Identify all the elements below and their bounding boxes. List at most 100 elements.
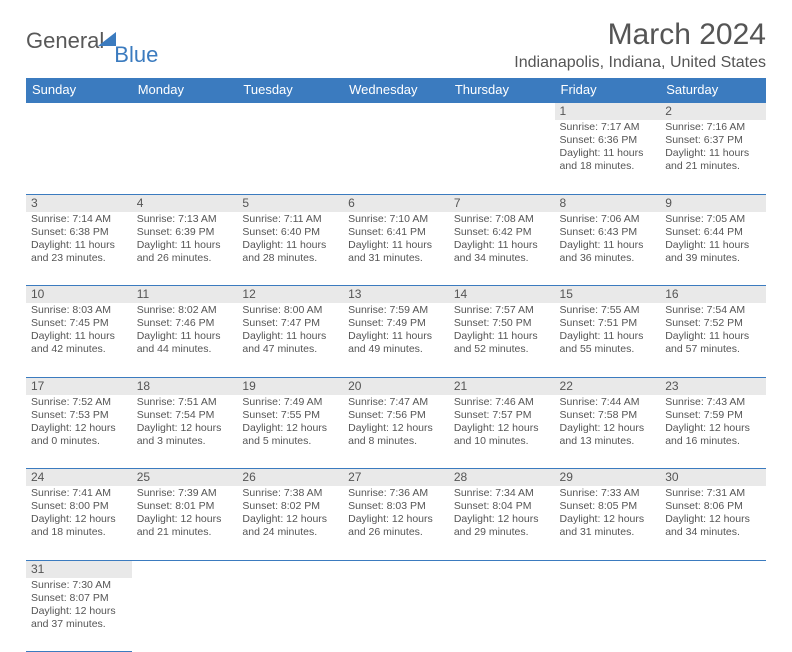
daylight-text: Daylight: 11 hours (454, 330, 550, 343)
calendar-cell: Sunrise: 8:02 AMSunset: 7:46 PMDaylight:… (132, 303, 238, 377)
sunrise-text: Sunrise: 7:51 AM (137, 396, 233, 409)
day-number: 23 (660, 378, 766, 395)
calendar-daynum-cell: 9 (660, 194, 766, 212)
sunrise-text: Sunrise: 7:33 AM (560, 487, 656, 500)
day-content: Sunrise: 7:59 AMSunset: 7:49 PMDaylight:… (343, 303, 449, 358)
daylight-text: Daylight: 11 hours (560, 239, 656, 252)
calendar-cell: Sunrise: 7:08 AMSunset: 6:42 PMDaylight:… (449, 212, 555, 286)
calendar-cell: Sunrise: 7:05 AMSunset: 6:44 PMDaylight:… (660, 212, 766, 286)
daylight-text: Daylight: 12 hours (454, 513, 550, 526)
sunrise-text: Sunrise: 7:17 AM (560, 121, 656, 134)
sunset-text: Sunset: 6:37 PM (665, 134, 761, 147)
daylight-text: and 39 minutes. (665, 252, 761, 265)
title-block: March 2024 Indianapolis, Indiana, United… (514, 18, 766, 72)
calendar-cell: Sunrise: 7:11 AMSunset: 6:40 PMDaylight:… (237, 212, 343, 286)
daylight-text: Daylight: 11 hours (348, 239, 444, 252)
calendar-cell: Sunrise: 7:10 AMSunset: 6:41 PMDaylight:… (343, 212, 449, 286)
page-title: March 2024 (514, 18, 766, 52)
day-content: Sunrise: 7:13 AMSunset: 6:39 PMDaylight:… (132, 212, 238, 267)
day-header-row: Sunday Monday Tuesday Wednesday Thursday… (26, 78, 766, 102)
day-number: 8 (555, 195, 661, 212)
calendar-daynum-cell: 12 (237, 286, 343, 304)
day-content: Sunrise: 8:03 AMSunset: 7:45 PMDaylight:… (26, 303, 132, 358)
calendar-daynum-cell (343, 102, 449, 120)
calendar-content-row: Sunrise: 8:03 AMSunset: 7:45 PMDaylight:… (26, 303, 766, 377)
daylight-text: Daylight: 12 hours (665, 422, 761, 435)
day-number: 15 (555, 286, 661, 303)
calendar-daynum-cell: 3 (26, 194, 132, 212)
calendar-daynum-cell (660, 560, 766, 578)
sunset-text: Sunset: 6:39 PM (137, 226, 233, 239)
calendar-cell: Sunrise: 7:57 AMSunset: 7:50 PMDaylight:… (449, 303, 555, 377)
day-number: 30 (660, 469, 766, 486)
daylight-text: Daylight: 12 hours (348, 513, 444, 526)
sunset-text: Sunset: 7:50 PM (454, 317, 550, 330)
calendar-content-row: Sunrise: 7:14 AMSunset: 6:38 PMDaylight:… (26, 212, 766, 286)
daylight-text: Daylight: 11 hours (560, 330, 656, 343)
sunset-text: Sunset: 6:41 PM (348, 226, 444, 239)
day-number: 21 (449, 378, 555, 395)
sunrise-text: Sunrise: 7:06 AM (560, 213, 656, 226)
daylight-text: and 26 minutes. (348, 526, 444, 539)
calendar-cell: Sunrise: 8:00 AMSunset: 7:47 PMDaylight:… (237, 303, 343, 377)
daylight-text: and 31 minutes. (560, 526, 656, 539)
day-header: Wednesday (343, 78, 449, 102)
calendar-cell (449, 120, 555, 194)
sunset-text: Sunset: 6:38 PM (31, 226, 127, 239)
sunset-text: Sunset: 6:44 PM (665, 226, 761, 239)
logo: General Blue (26, 28, 170, 54)
calendar-daynum-cell: 17 (26, 377, 132, 395)
daylight-text: and 13 minutes. (560, 435, 656, 448)
day-number: 20 (343, 378, 449, 395)
calendar-daynum-cell: 8 (555, 194, 661, 212)
day-content: Sunrise: 7:10 AMSunset: 6:41 PMDaylight:… (343, 212, 449, 267)
calendar-daynum-cell: 1 (555, 102, 661, 120)
calendar-cell: Sunrise: 7:52 AMSunset: 7:53 PMDaylight:… (26, 395, 132, 469)
sunset-text: Sunset: 7:57 PM (454, 409, 550, 422)
sunrise-text: Sunrise: 7:38 AM (242, 487, 338, 500)
day-number: 27 (343, 469, 449, 486)
sunset-text: Sunset: 6:40 PM (242, 226, 338, 239)
daylight-text: Daylight: 11 hours (560, 147, 656, 160)
calendar-content-row: Sunrise: 7:17 AMSunset: 6:36 PMDaylight:… (26, 120, 766, 194)
logo-text-general: General (26, 28, 104, 54)
sunrise-text: Sunrise: 8:03 AM (31, 304, 127, 317)
day-header: Monday (132, 78, 238, 102)
calendar-daynum-cell: 27 (343, 469, 449, 487)
day-content: Sunrise: 7:46 AMSunset: 7:57 PMDaylight:… (449, 395, 555, 450)
calendar-cell (237, 120, 343, 194)
logo-text-blue: Blue (114, 42, 158, 68)
sunrise-text: Sunrise: 7:57 AM (454, 304, 550, 317)
sunrise-text: Sunrise: 7:30 AM (31, 579, 127, 592)
calendar-daynum-row: 3456789 (26, 194, 766, 212)
daylight-text: and 42 minutes. (31, 343, 127, 356)
calendar-cell: Sunrise: 7:46 AMSunset: 7:57 PMDaylight:… (449, 395, 555, 469)
sunrise-text: Sunrise: 7:36 AM (348, 487, 444, 500)
calendar-cell: Sunrise: 7:55 AMSunset: 7:51 PMDaylight:… (555, 303, 661, 377)
day-header: Tuesday (237, 78, 343, 102)
sunset-text: Sunset: 8:07 PM (31, 592, 127, 605)
day-content: Sunrise: 7:33 AMSunset: 8:05 PMDaylight:… (555, 486, 661, 541)
day-content: Sunrise: 7:43 AMSunset: 7:59 PMDaylight:… (660, 395, 766, 450)
calendar-daynum-cell: 28 (449, 469, 555, 487)
calendar-daynum-cell: 10 (26, 286, 132, 304)
day-content: Sunrise: 7:44 AMSunset: 7:58 PMDaylight:… (555, 395, 661, 450)
daylight-text: Daylight: 12 hours (665, 513, 761, 526)
calendar-daynum-cell (26, 102, 132, 120)
sunrise-text: Sunrise: 8:02 AM (137, 304, 233, 317)
sunrise-text: Sunrise: 7:44 AM (560, 396, 656, 409)
day-number: 25 (132, 469, 238, 486)
calendar-cell (343, 578, 449, 652)
calendar-cell: Sunrise: 7:54 AMSunset: 7:52 PMDaylight:… (660, 303, 766, 377)
calendar-daynum-cell: 29 (555, 469, 661, 487)
calendar-cell (26, 120, 132, 194)
daylight-text: Daylight: 11 hours (31, 239, 127, 252)
calendar-cell: Sunrise: 7:14 AMSunset: 6:38 PMDaylight:… (26, 212, 132, 286)
calendar-daynum-cell: 23 (660, 377, 766, 395)
daylight-text: Daylight: 12 hours (31, 422, 127, 435)
daylight-text: and 0 minutes. (31, 435, 127, 448)
daylight-text: and 36 minutes. (560, 252, 656, 265)
day-content: Sunrise: 7:16 AMSunset: 6:37 PMDaylight:… (660, 120, 766, 175)
daylight-text: and 49 minutes. (348, 343, 444, 356)
day-number: 10 (26, 286, 132, 303)
